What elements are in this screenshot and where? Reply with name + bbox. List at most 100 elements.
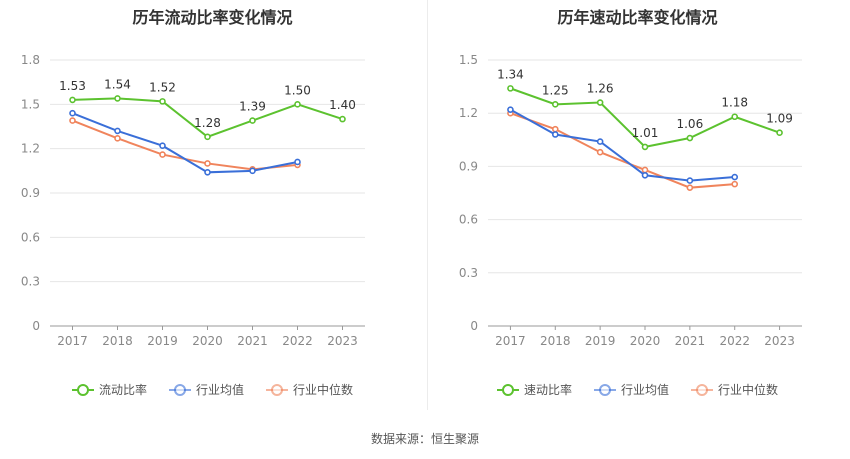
data-point xyxy=(114,95,121,102)
x-tick-label: 2023 xyxy=(764,334,795,348)
data-point xyxy=(69,109,76,117)
data-label: 1.39 xyxy=(239,100,266,114)
x-tick-label: 2020 xyxy=(630,334,661,348)
y-tick-label: 1.5 xyxy=(21,97,40,111)
legend-item[interactable]: 速动比率 xyxy=(496,381,572,398)
data-point xyxy=(686,184,694,191)
y-tick-label: 1.5 xyxy=(459,53,478,67)
x-tick-label: 2017 xyxy=(57,334,88,348)
y-tick-label: 0 xyxy=(32,319,40,333)
y-tick-label: 0 xyxy=(470,319,478,333)
x-tick-label: 2017 xyxy=(495,334,526,348)
data-point xyxy=(294,158,301,166)
series-line xyxy=(509,108,735,182)
data-label: 1.52 xyxy=(149,80,176,94)
data-point xyxy=(596,99,604,106)
data-point xyxy=(69,96,76,104)
chart-title: 历年流动比率变化情况 xyxy=(132,8,293,27)
x-tick-label: 2018 xyxy=(540,334,571,348)
data-point xyxy=(686,134,694,142)
chart-legend: 流动比率 行业均值 行业中位数 xyxy=(0,381,425,398)
data-point xyxy=(641,171,649,179)
data-label: 1.50 xyxy=(284,83,311,97)
data-point xyxy=(159,151,166,158)
current-ratio-chart: 0 0.3 0.6 0.9 1.2 1.5 1.8 2017 2018 2019 2020 2021 2… xyxy=(21,53,365,348)
x-tick-label: 2020 xyxy=(192,334,223,348)
x-tick-label: 2021 xyxy=(675,334,706,348)
series-line xyxy=(510,112,735,189)
legend-marker-icon xyxy=(691,383,713,396)
legend-item[interactable]: 流动比率 xyxy=(71,381,147,398)
data-label: 1.53 xyxy=(59,79,86,93)
y-tick-label: 0.6 xyxy=(459,213,478,227)
series-line xyxy=(72,119,298,171)
data-point xyxy=(204,169,211,176)
data-point xyxy=(204,160,211,167)
quick-ratio-chart: 0 0.3 0.6 0.9 1.2 1.5 2017 2018 2019 2020 2021 2022… xyxy=(459,53,802,348)
legend-marker-icon xyxy=(266,383,288,396)
data-label: 1.34 xyxy=(497,67,524,81)
legend-item[interactable]: 行业均值 xyxy=(593,381,669,398)
legend-label: 行业均值 xyxy=(195,383,244,397)
y-tick-label: 1.2 xyxy=(459,106,478,120)
data-source-footer: 数据来源：恒生聚源 xyxy=(370,432,479,446)
x-tick-label: 2019 xyxy=(585,334,616,348)
legend-marker-icon xyxy=(71,383,94,396)
data-label: 1.54 xyxy=(104,77,131,91)
data-point xyxy=(339,115,346,123)
data-point xyxy=(69,117,76,124)
series-line xyxy=(72,112,298,174)
x-tick-label: 2022 xyxy=(282,334,313,348)
data-point xyxy=(159,98,166,105)
data-point xyxy=(551,101,559,108)
legend-label: 行业中位数 xyxy=(293,383,354,397)
x-tick-label: 2018 xyxy=(102,334,133,348)
current-ratio-chart-panel: 历年流动比率变化情况 0 0.3 0.6 0.9 1.2 1.5 1.8 2017 2018 20… xyxy=(0,0,425,420)
data-label: 1.18 xyxy=(721,96,748,110)
legend-marker-icon xyxy=(168,383,191,396)
data-point xyxy=(249,117,256,124)
quick-ratio-chart-panel: 历年速动比率变化情况 0 0.3 0.6 0.9 1.2 1.5 2017 2018 2019 2… xyxy=(425,0,850,420)
x-tick-label: 2022 xyxy=(719,334,750,348)
data-label: 1.25 xyxy=(542,83,569,97)
data-point xyxy=(596,138,604,145)
y-tick-label: 0.6 xyxy=(21,230,40,244)
data-point xyxy=(641,166,649,174)
data-point xyxy=(114,127,121,135)
data-point xyxy=(159,142,166,150)
legend-marker-icon xyxy=(593,383,616,396)
data-point xyxy=(204,133,211,141)
data-point xyxy=(507,106,514,113)
y-tick-label: 1.8 xyxy=(21,53,40,67)
data-point xyxy=(641,143,649,151)
x-tick-label: 2023 xyxy=(327,334,358,348)
y-tick-label: 1.2 xyxy=(21,142,40,156)
data-point xyxy=(686,177,694,184)
legend-label: 流动比率 xyxy=(98,383,147,397)
legend-label: 速动比率 xyxy=(523,383,572,397)
legend-item[interactable]: 行业均值 xyxy=(168,381,244,398)
data-point xyxy=(731,180,739,188)
data-point xyxy=(114,135,121,142)
data-label: 1.26 xyxy=(587,82,614,96)
data-point xyxy=(731,173,739,181)
data-point xyxy=(507,85,514,92)
data-point xyxy=(776,129,783,137)
chart-legend: 速动比率 行业均值 行业中位数 xyxy=(425,381,850,398)
y-tick-label: 0.9 xyxy=(21,186,40,200)
data-point xyxy=(551,131,559,138)
data-point xyxy=(551,125,559,133)
data-label: 1.06 xyxy=(676,117,703,131)
data-label: 1.01 xyxy=(632,126,659,140)
data-label: 1.28 xyxy=(194,116,221,130)
legend-marker-icon xyxy=(496,383,519,396)
data-point xyxy=(731,113,739,121)
legend-item[interactable]: 行业中位数 xyxy=(266,381,353,398)
data-point xyxy=(294,101,301,108)
data-point xyxy=(249,167,256,175)
data-label: 1.40 xyxy=(329,98,356,112)
panel-divider xyxy=(427,0,428,410)
y-tick-label: 0.3 xyxy=(21,275,40,289)
legend-item[interactable]: 行业中位数 xyxy=(691,381,778,398)
x-tick-label: 2019 xyxy=(147,334,178,348)
